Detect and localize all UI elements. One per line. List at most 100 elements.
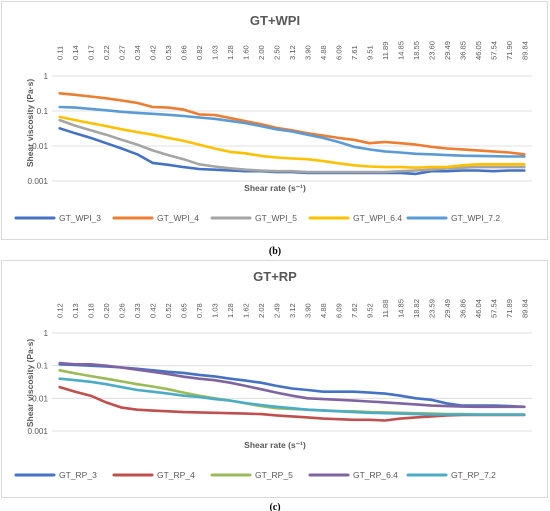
x-tick-label: 9.52 [365, 303, 374, 318]
chart-title: GT+WPI [250, 13, 300, 28]
x-tick-labels: 0.12 0.13 0.18 0.20 0.26 0.33 0.42 0.52 0.65 0.78… [56, 299, 530, 318]
x-tick-label: 1.28 [226, 303, 235, 318]
chart-panel-gt-rp: GT+RP 1 0.1 0.01 0.001 0.12 0.13 0.18 0.20 0.26… [1, 260, 548, 498]
series-lines [58, 361, 526, 422]
y-tick-label: 0.01 [32, 394, 48, 403]
x-tick-label: 0.82 [195, 45, 204, 60]
legend-label: GT_RP_6.4 [353, 470, 398, 480]
x-tick-label: 0.20 [102, 303, 111, 318]
x-tick-label: 36.86 [458, 299, 467, 318]
x-axis-title: Shear rate (s⁻¹) [244, 440, 306, 450]
x-tick-label: 71.89 [505, 299, 514, 318]
x-tick-label: 11.88 [381, 300, 390, 318]
x-tick-label: 3.90 [303, 45, 312, 60]
y-tick-label: 1 [43, 72, 48, 81]
x-tick-label: 0.65 [180, 303, 189, 318]
x-tick-label: 7.62 [350, 303, 359, 318]
legend-label: GT_RP_4 [157, 470, 195, 480]
x-tick-label: 2.00 [257, 45, 266, 60]
x-tick-label: 1.03 [211, 303, 220, 318]
x-tick-label: 0.14 [71, 45, 80, 60]
x-tick-labels: 0.11 0.14 0.17 0.22 0.27 0.34 0.42 0.53 0.66 0.82… [56, 41, 530, 60]
x-tick-label: 9.51 [365, 45, 374, 60]
series-line [58, 362, 526, 409]
x-tick-label: 7.61 [350, 45, 359, 60]
x-tick-label: 89.84 [520, 299, 529, 318]
x-tick-label: 2.49 [273, 303, 282, 318]
figure-caption-c: (c) [269, 502, 280, 511]
legend-label: GT_RP_5 [255, 470, 293, 480]
x-tick-label: 3.12 [288, 303, 297, 318]
x-tick-label: 0.18 [87, 303, 96, 318]
legend-label: GT_WPI_5 [255, 213, 297, 223]
y-tick-label: 0.01 [32, 142, 48, 151]
y-axis-title: Shear viscosity (Pa·s) [25, 339, 35, 428]
x-tick-label: 29.49 [443, 299, 452, 318]
chart-border [1, 260, 548, 498]
gridlines [52, 75, 532, 182]
chart-panel-gt-wpi: GT+WPI 1 0.1 0.01 0.001 0.11 0.14 0.17 0.22 0.2… [1, 1, 548, 240]
y-tick-label: 0.001 [28, 427, 49, 436]
y-tick-labels: 1 0.1 0.01 0.001 [28, 329, 49, 436]
x-tick-label: 23.59 [427, 299, 436, 318]
x-tick-label: 1.60 [242, 45, 251, 60]
x-tick-label: 0.22 [102, 45, 111, 60]
x-tick-label: 14.85 [396, 299, 405, 318]
x-tick-label: 23.60 [427, 41, 436, 60]
x-tick-label: 0.26 [118, 303, 127, 318]
x-tick-label: 4.88 [319, 45, 328, 60]
x-tick-label: 0.53 [164, 45, 173, 60]
gridlines [52, 332, 532, 432]
legend-label: GT_WPI_4 [157, 213, 199, 223]
x-tick-label: 0.34 [133, 45, 142, 60]
x-tick-label: 0.11 [56, 46, 65, 60]
legend-label: GT_WPI_3 [59, 213, 101, 223]
chart-title: GT+RP [253, 269, 297, 284]
x-tick-label: 0.42 [149, 303, 158, 318]
x-tick-label: 0.33 [133, 303, 142, 318]
x-tick-label: 46.05 [474, 41, 483, 60]
x-tick-label: 36.85 [458, 41, 467, 60]
x-tick-label: 0.42 [149, 45, 158, 60]
x-tick-label: 3.12 [288, 45, 297, 60]
x-tick-label: 4.88 [319, 303, 328, 318]
x-tick-label: 0.78 [195, 303, 204, 318]
x-tick-label: 0.12 [56, 303, 65, 318]
legend: GT_WPI_3 GT_WPI_4 GT_WPI_5 GT_WPI_6.4 GT_WPI… [14, 213, 500, 223]
x-tick-label: 0.52 [164, 303, 173, 318]
y-tick-label: 0.1 [37, 362, 49, 371]
legend-label: GT_RP_7.2 [451, 470, 496, 480]
x-tick-label: 6.09 [334, 45, 343, 60]
x-tick-label: 0.17 [87, 45, 96, 60]
y-axis-title: Shear viscosity (Pa·s) [25, 79, 35, 168]
y-tick-label: 0.001 [28, 177, 49, 186]
x-tick-label: 57.54 [489, 299, 498, 318]
x-tick-label: 3.90 [303, 303, 312, 318]
y-tick-label: 1 [43, 329, 48, 338]
legend-label: GT_WPI_6.4 [353, 213, 402, 223]
chart-border [1, 1, 548, 240]
x-tick-label: 18.82 [412, 299, 421, 318]
legend-label: GT_WPI_7.2 [451, 213, 500, 223]
y-tick-label: 0.1 [37, 107, 49, 116]
x-tick-label: 0.66 [180, 45, 189, 60]
x-tick-label: 1.03 [211, 45, 220, 60]
x-tick-label: 57.54 [489, 41, 498, 60]
legend-label: GT_RP_3 [59, 470, 97, 480]
x-tick-label: 0.13 [71, 303, 80, 318]
x-tick-label: 71.90 [505, 41, 514, 60]
series-line [58, 115, 526, 169]
x-tick-label: 46.04 [474, 299, 483, 318]
series-line [58, 105, 526, 158]
x-tick-label: 89.84 [520, 41, 529, 60]
legend: GT_RP_3 GT_RP_4 GT_RP_5 GT_RP_6.4 GT_RP_7.2 [14, 470, 496, 480]
x-axis-title: Shear rate (s⁻¹) [244, 183, 306, 193]
figure-caption-b: (b) [269, 246, 281, 257]
x-tick-label: 0.27 [118, 45, 127, 60]
x-tick-label: 11.89 [381, 42, 390, 60]
y-tick-labels: 1 0.1 0.01 0.001 [28, 72, 49, 186]
x-tick-label: 6.09 [334, 303, 343, 318]
series-lines [58, 92, 526, 176]
x-tick-label: 14.85 [396, 41, 405, 60]
